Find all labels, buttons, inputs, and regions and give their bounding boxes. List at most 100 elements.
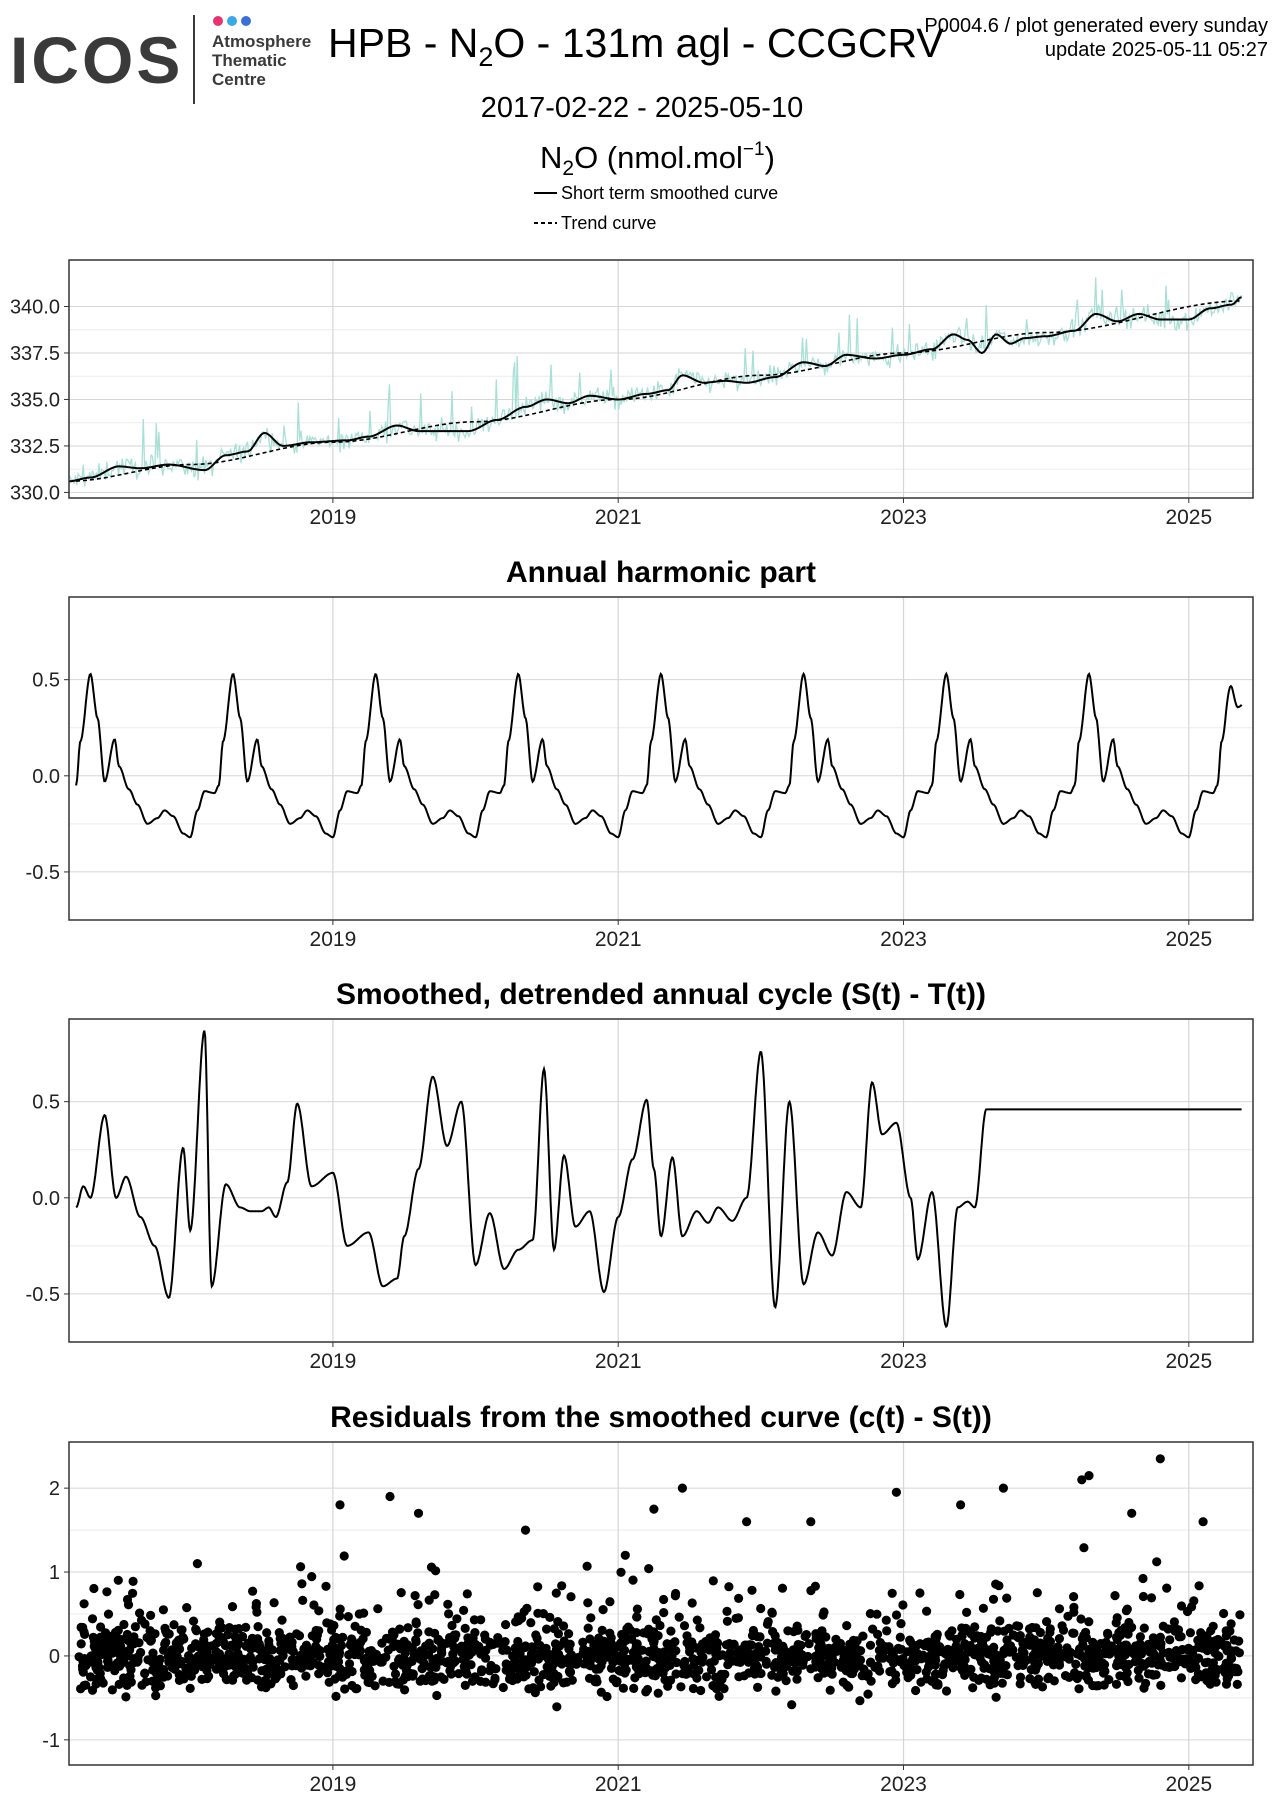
residual-point <box>475 1676 485 1686</box>
panel-detrended-cycle: 0.5 0.0 -0.5 2019 2021 2023 2025 <box>26 1018 1254 1373</box>
residual-point <box>551 1588 561 1598</box>
residual-point <box>389 1661 399 1671</box>
residual-point <box>599 1636 609 1646</box>
residual-point <box>845 1639 855 1649</box>
residual-point <box>1208 1621 1218 1631</box>
panel-border <box>68 1018 1254 1343</box>
residual-point <box>480 1630 490 1640</box>
residual-point <box>582 1561 592 1571</box>
meta-line-1: P0004.6 / plot generated every sunday <box>924 15 1268 37</box>
residual-point <box>542 1624 552 1634</box>
residual-point <box>321 1581 331 1591</box>
y-tick-label: 332.5 <box>10 436 60 458</box>
residual-point <box>616 1638 626 1648</box>
residual-point <box>597 1625 607 1635</box>
residual-point <box>598 1605 608 1615</box>
residual-point <box>804 1639 814 1649</box>
residual-point <box>211 1638 222 1648</box>
residual-point <box>898 1600 908 1610</box>
residual-point <box>714 1691 724 1701</box>
residual-point <box>683 1665 693 1675</box>
residual-point <box>762 1619 773 1629</box>
residual-point <box>654 1648 664 1658</box>
residual-point <box>806 1664 816 1674</box>
residual-point <box>510 1657 521 1667</box>
residual-point <box>277 1615 287 1625</box>
residual-point <box>464 1650 474 1660</box>
residual-outlier-point <box>1084 1471 1094 1481</box>
residual-point <box>95 1636 105 1646</box>
residual-point <box>292 1629 302 1639</box>
x-tick-label: 2019 <box>310 928 357 951</box>
residual-point <box>398 1659 408 1669</box>
residual-point <box>708 1681 718 1691</box>
residual-point <box>182 1603 192 1613</box>
residual-point <box>1045 1654 1055 1664</box>
logo-org-line-3: Centre <box>212 70 266 89</box>
residual-point <box>122 1629 132 1640</box>
residual-point <box>783 1626 793 1636</box>
residual-point <box>1075 1649 1085 1659</box>
residual-point <box>961 1623 971 1633</box>
logo-org-line-1: Atmosphere <box>212 32 311 51</box>
residual-point <box>701 1640 712 1650</box>
residual-point <box>891 1675 901 1685</box>
residual-point <box>773 1672 783 1682</box>
residual-point <box>567 1675 577 1685</box>
residual-point <box>632 1604 643 1614</box>
residual-point <box>1221 1679 1232 1689</box>
residual-point <box>490 1675 500 1685</box>
residual-point <box>436 1656 447 1666</box>
residual-point <box>248 1586 258 1596</box>
residual-point <box>822 1650 832 1660</box>
residual-point <box>1110 1591 1120 1601</box>
residual-point <box>670 1591 681 1601</box>
residual-point <box>359 1665 369 1675</box>
residual-point <box>533 1654 544 1664</box>
residual-point <box>298 1595 308 1605</box>
residual-point <box>671 1669 681 1679</box>
x-tick-label: 2023 <box>880 1773 927 1796</box>
residual-point <box>176 1625 186 1635</box>
residual-point <box>119 1673 129 1683</box>
chart-title-prefix: HPB - N <box>328 20 478 66</box>
residual-point <box>915 1588 925 1598</box>
residual-point <box>976 1673 986 1683</box>
residual-point <box>792 1666 802 1676</box>
residual-point <box>1138 1573 1148 1584</box>
residual-point <box>633 1654 643 1664</box>
residual-point <box>842 1621 852 1631</box>
residual-point <box>227 1602 238 1612</box>
residual-point <box>1064 1672 1074 1682</box>
x-tick-label: 2019 <box>310 1350 357 1373</box>
residual-point <box>706 1665 717 1675</box>
residual-point <box>1084 1645 1094 1655</box>
residual-point <box>78 1667 88 1677</box>
residual-point <box>1134 1673 1144 1683</box>
residual-point <box>444 1609 454 1619</box>
residual-point <box>477 1665 487 1675</box>
residual-point <box>911 1685 921 1696</box>
residual-point <box>1079 1543 1089 1553</box>
residual-point <box>1058 1625 1069 1635</box>
residual-point <box>322 1618 332 1628</box>
residual-point <box>912 1648 922 1658</box>
residual-point <box>951 1641 961 1651</box>
residual-point <box>591 1674 601 1684</box>
residual-point <box>234 1624 244 1634</box>
residual-point <box>1054 1604 1065 1614</box>
panel-border <box>68 1441 1254 1766</box>
residual-outlier-point <box>192 1559 202 1569</box>
residual-point <box>190 1665 200 1675</box>
residual-point <box>1234 1648 1244 1658</box>
residual-point <box>295 1655 305 1665</box>
residual-point <box>1002 1670 1013 1680</box>
residual-point <box>307 1572 317 1582</box>
residual-point <box>223 1630 233 1640</box>
residual-point <box>126 1677 136 1687</box>
x-tick-label: 2021 <box>595 928 642 951</box>
residual-point <box>104 1646 114 1656</box>
residual-point <box>527 1642 537 1652</box>
residual-point <box>339 1551 349 1561</box>
residual-point <box>395 1624 405 1634</box>
